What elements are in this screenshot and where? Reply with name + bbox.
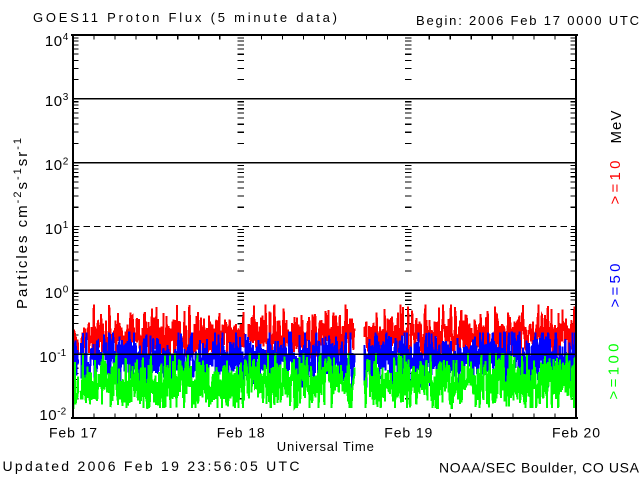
svg-text:2: 2 (63, 156, 69, 167)
svg-text:-2: -2 (57, 406, 66, 417)
svg-text:Universal Time: Universal Time (277, 439, 374, 454)
svg-text:3: 3 (63, 92, 69, 103)
svg-text:Updated 2006 Feb 19 23:56:05 U: Updated 2006 Feb 19 23:56:05 UTC (3, 458, 300, 474)
svg-text:>=100: >=100 (606, 344, 623, 400)
svg-text:10: 10 (45, 285, 62, 302)
svg-text:-1: -1 (57, 348, 66, 359)
svg-text:Feb 17: Feb 17 (49, 425, 97, 441)
svg-text:NOAA/SEC Boulder, CO USA: NOAA/SEC Boulder, CO USA (439, 460, 640, 476)
svg-text:0: 0 (63, 284, 69, 295)
svg-text:Feb 19: Feb 19 (384, 425, 432, 441)
svg-text:Feb 20: Feb 20 (552, 425, 600, 441)
svg-text:10: 10 (45, 157, 62, 174)
svg-text:10: 10 (39, 407, 56, 424)
svg-text:10: 10 (39, 349, 56, 366)
svg-text:10: 10 (45, 93, 62, 110)
svg-text:GOES11 Proton Flux (5 minute d: GOES11 Proton Flux (5 minute data) (33, 10, 337, 25)
svg-text:Begin: 2006 Feb 17 0000 UTC: Begin: 2006 Feb 17 0000 UTC (416, 13, 639, 28)
svg-text:Feb 18: Feb 18 (217, 425, 265, 441)
svg-text:4: 4 (63, 32, 69, 43)
svg-text:10: 10 (45, 33, 62, 50)
svg-text:10: 10 (45, 221, 62, 238)
svg-text:MeV: MeV (608, 111, 625, 144)
svg-text:Particles cm-2s-1sr-1: Particles cm-2s-1sr-1 (12, 136, 31, 309)
svg-text:1: 1 (63, 220, 69, 231)
